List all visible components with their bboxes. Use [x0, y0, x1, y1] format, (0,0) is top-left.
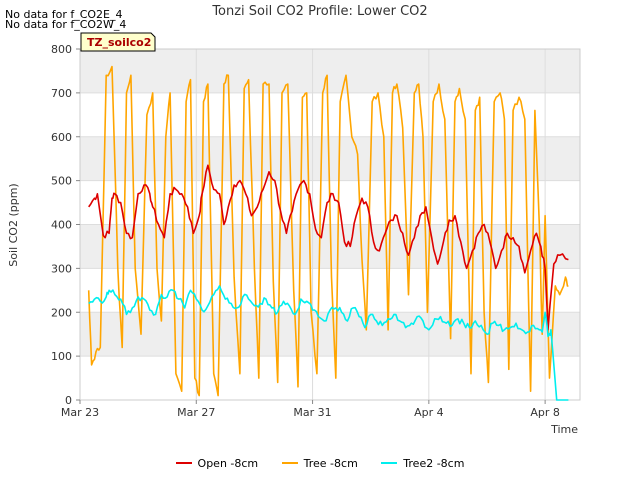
legend-label-tree2: Tree2 -8cm	[403, 456, 465, 470]
x-tick-label: Mar 31	[293, 406, 331, 419]
series-lines	[87, 65, 569, 401]
no-data-message-2: No data for f_CO2W_4	[5, 18, 127, 31]
y-tick-label: 500	[51, 175, 72, 188]
y-axis-ticks: 0 100 200 300 400 500 600 700 800	[51, 43, 80, 407]
legend-item-tree2: Tree2 -8cm	[381, 457, 464, 470]
no-data-message-1: No data for f_CO2E_4	[5, 8, 123, 21]
annotation-box: TZ_soilco2	[80, 32, 156, 52]
y-axis-label: Soil CO2 (ppm)	[7, 183, 20, 266]
legend-swatch-tree2	[381, 462, 398, 464]
y-tick-label: 0	[65, 394, 72, 407]
legend-swatch-open	[175, 462, 192, 464]
y-tick-label: 300	[51, 262, 72, 275]
legend: Open -8cm Tree -8cm Tree2 -8cm	[0, 454, 640, 470]
background-bands	[80, 49, 580, 357]
x-tick-label: Mar 27	[177, 406, 215, 419]
annotation-box-shape	[80, 32, 156, 52]
y-tick-label: 100	[51, 350, 72, 363]
x-tick-label: Apr 4	[414, 406, 444, 419]
x-tick-label: Mar 23	[61, 406, 99, 419]
x-axis-label: Time	[550, 423, 578, 436]
series-line-tree2-8cm	[88, 285, 569, 401]
chart-title: Tonzi Soil CO2 Profile: Lower CO2	[211, 4, 427, 19]
y-tick-label: 200	[51, 306, 72, 319]
legend-item-tree: Tree -8cm	[281, 456, 358, 470]
x-axis-ticks: Mar 23 Mar 27 Mar 31 Apr 4 Apr 8	[61, 400, 560, 419]
legend-swatch-tree	[281, 462, 298, 464]
series-line-tree-8cm	[87, 65, 569, 397]
y-tick-label: 600	[51, 131, 72, 144]
background-band	[80, 49, 580, 93]
legend-label-tree: Tree -8cm	[303, 456, 358, 470]
legend-item-open: Open -8cm	[175, 456, 259, 470]
y-tick-label: 700	[51, 87, 72, 100]
x-tick-label: Apr 8	[530, 406, 560, 419]
background-band	[80, 312, 580, 357]
legend-label-open: Open -8cm	[197, 456, 259, 470]
y-tick-label: 400	[51, 219, 72, 232]
annotation-label: TZ_soilco2	[87, 36, 151, 49]
background-band	[80, 136, 580, 181]
y-tick-label: 800	[51, 43, 72, 56]
series-line-open-8cm	[88, 164, 569, 331]
